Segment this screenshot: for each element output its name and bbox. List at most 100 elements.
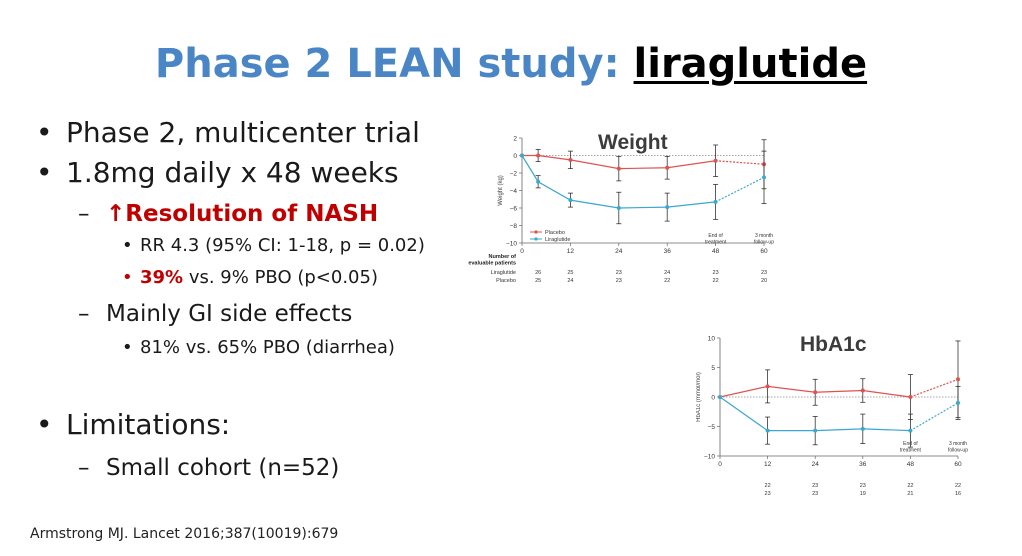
weight-patients-value: 24 xyxy=(567,278,573,284)
weight-patients-value: 22 xyxy=(664,278,670,284)
hba1c-placebo-point xyxy=(813,390,818,395)
weight-liraglutide-point xyxy=(568,198,573,203)
hba1c-placebo-point xyxy=(860,388,865,393)
hba1c-ytick-label: 10 xyxy=(708,335,716,342)
weight-placebo-point xyxy=(568,157,573,162)
weight-annotation-followup: 3 month xyxy=(755,233,773,239)
hba1c-liraglutide-point xyxy=(908,428,913,433)
weight-liraglutide-line xyxy=(521,155,716,209)
weight-ytick-label: −8 xyxy=(510,223,518,230)
weight-placebo-followup-line xyxy=(715,160,765,165)
weight-annotation-end: treatment xyxy=(705,240,727,246)
hba1c-patients-value: 22 xyxy=(907,483,913,489)
weight-patients-row-label: Liraglutide xyxy=(491,270,516,276)
weight-patients-header: Number of xyxy=(489,254,517,260)
hba1c-patients-value: 23 xyxy=(765,491,771,497)
hba1c-xtick-label: 36 xyxy=(859,461,867,468)
detail-gi: • 81% vs. 65% PBO (diarrhea) xyxy=(122,337,395,358)
hba1c-placebo-point xyxy=(956,377,960,382)
detail-rr: • RR 4.3 (95% CI: 1-18, p = 0.02) xyxy=(122,235,425,256)
hba1c-patients-value: 16 xyxy=(955,491,961,497)
weight-placebo-point xyxy=(616,166,621,171)
bullet-dose: • 1.8mg daily x 48 weeks xyxy=(36,156,399,189)
hba1c-xtick-label: 0 xyxy=(718,461,722,468)
hba1c-xtick-label: 48 xyxy=(907,461,915,468)
citation: Armstrong MJ. Lancet 2016;387(10019):679 xyxy=(30,526,339,542)
weight-liraglutide-point xyxy=(762,175,766,180)
hba1c-xtick-label: 12 xyxy=(764,461,772,468)
weight-patients-header: evaluable patients xyxy=(468,261,516,267)
weight-chart: Weight Weight (kg) 2 0 −2 −4 −6 −8 −10 0 12 24 36 48 6… xyxy=(466,124,778,290)
hba1c-patients-value: 23 xyxy=(812,483,818,489)
hba1c-annotation-end: End of xyxy=(903,441,918,447)
hba1c-annotation-followup: follow-up xyxy=(948,448,968,454)
hba1c-ytick-label: 0 xyxy=(711,394,715,401)
weight-patients-row-label: Placebo xyxy=(496,278,516,284)
hba1c-liraglutide-point xyxy=(765,428,770,433)
weight-patients-value: 23 xyxy=(713,270,719,276)
detail-pct: • 39% vs. 9% PBO (p<0.05) xyxy=(122,267,378,288)
hba1c-ytick-label: −10 xyxy=(704,453,715,460)
title-main: Phase 2 LEAN study: xyxy=(154,41,634,87)
weight-patients-value: 25 xyxy=(535,278,541,284)
hba1c-liraglutide-point xyxy=(813,428,818,433)
weight-ytick-label: 2 xyxy=(513,135,517,142)
weight-legend-marker xyxy=(534,237,538,241)
title-drug: liraglutide xyxy=(633,41,868,87)
weight-xtick-label: 0 xyxy=(520,248,524,255)
hba1c-patients-value: 19 xyxy=(860,491,866,497)
weight-ytick-label: −2 xyxy=(510,170,518,177)
resolution-text: Resolution of NASH xyxy=(125,201,379,227)
hba1c-ytick-label: 5 xyxy=(711,365,715,372)
hba1c-liraglutide-followup-line xyxy=(910,402,959,432)
weight-ylabel: Weight (kg) xyxy=(498,175,504,206)
weight-patients-value: 23 xyxy=(616,278,622,284)
weight-patients-value: 22 xyxy=(713,278,719,284)
hba1c-annotation-followup: 3 month xyxy=(949,441,967,447)
hba1c-ylabel: HbA1c (mmol/mol) xyxy=(696,372,702,422)
weight-ytick-label: −6 xyxy=(510,205,518,212)
detail-rr-text: RR 4.3 (95% CI: 1-18, p = 0.02) xyxy=(140,235,425,256)
weight-legend-label: Placebo xyxy=(545,230,565,236)
weight-patients-value: 20 xyxy=(761,278,767,284)
weight-legend-label: Liraglutide xyxy=(545,237,570,243)
weight-annotation-followup: follow-up xyxy=(754,240,774,246)
hba1c-xtick-label: 60 xyxy=(954,461,962,468)
hba1c-chart: HbA1c HbA1c (mmol/mol) 10 5 0 −5 −10 0 12 24 36 48 6… xyxy=(696,328,968,512)
bullet-limitations-text: Limitations: xyxy=(66,408,231,441)
bullet-phase2: • Phase 2, multicenter trial xyxy=(36,116,420,149)
weight-xtick-label: 24 xyxy=(615,248,623,255)
bullet-dose-text: 1.8mg daily x 48 weeks xyxy=(66,156,399,189)
hba1c-title: HbA1c xyxy=(800,333,867,356)
weight-ytick-label: −4 xyxy=(510,188,518,195)
weight-patients-value: 26 xyxy=(535,270,541,276)
weight-patients-value: 23 xyxy=(761,270,767,276)
hba1c-patients-value: 23 xyxy=(812,491,818,497)
hba1c-placebo-point xyxy=(908,395,913,399)
weight-patients-value: 23 xyxy=(616,270,622,276)
hba1c-patients-value: 23 xyxy=(860,483,866,489)
hba1c-patients-value: 22 xyxy=(955,483,961,489)
weight-legend-marker xyxy=(534,230,538,234)
weight-ytick-label: −10 xyxy=(506,240,517,247)
sub-bullet-cohort: – Small cohort (n=52) xyxy=(78,455,340,481)
hba1c-xtick-label: 24 xyxy=(812,461,820,468)
weight-liraglutide-point xyxy=(665,205,670,210)
hba1c-patients-value: 22 xyxy=(765,483,771,489)
weight-liraglutide-point xyxy=(713,199,718,204)
hba1c-placebo-followup-line xyxy=(910,378,959,398)
weight-xtick-label: 48 xyxy=(712,248,720,255)
hba1c-liraglutide-point xyxy=(860,426,865,431)
weight-placebo-line xyxy=(522,154,716,170)
weight-ytick-label: 0 xyxy=(513,153,517,160)
pct-rest: vs. 9% PBO (p<0.05) xyxy=(183,267,378,288)
weight-liraglutide-point xyxy=(616,206,621,210)
weight-annotation-end: End of xyxy=(708,233,723,239)
hba1c-liraglutide-point xyxy=(956,400,960,405)
up-arrow-icon: ↑ xyxy=(106,201,126,227)
hba1c-patients-value: 21 xyxy=(907,491,913,497)
hba1c-ytick-label: −5 xyxy=(708,424,716,431)
weight-placebo-point xyxy=(536,153,541,158)
hba1c-liraglutide-point xyxy=(718,395,722,399)
